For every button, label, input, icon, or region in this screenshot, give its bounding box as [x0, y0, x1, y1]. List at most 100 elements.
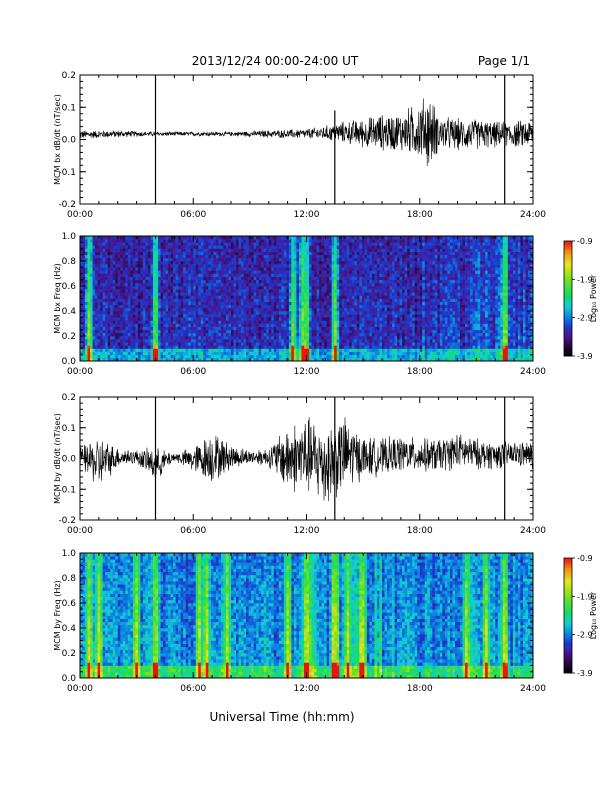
spectrogram-cell [356, 273, 360, 277]
spectrogram-cell [354, 301, 358, 306]
spectrogram-cell [296, 273, 300, 277]
spectrogram-cell [228, 339, 232, 343]
spectrogram-cell [190, 295, 194, 299]
spectrogram-cell [376, 276, 380, 281]
spectrogram-cell [238, 257, 242, 262]
spectrogram-cell [276, 336, 280, 340]
spectrogram-cell [293, 282, 297, 287]
spectrogram-cell [349, 317, 353, 321]
spectrogram-cell [366, 292, 370, 296]
spectrogram-cell [173, 354, 176, 359]
spectrogram-cell [97, 311, 101, 315]
spectrogram-cell [115, 289, 119, 293]
spectrogram-cell [364, 342, 368, 346]
spectrogram-cell [140, 323, 144, 327]
spectrogram-cell [258, 270, 262, 274]
spectrogram-cell [198, 332, 202, 337]
spectrogram-cell [225, 273, 229, 277]
spectrogram-cell [273, 270, 277, 274]
spectrogram-cell [379, 279, 383, 284]
spectrogram-cell [306, 317, 310, 321]
spectrogram-cell [303, 351, 307, 356]
spectrogram-cell [188, 323, 192, 327]
spectrogram-cell [246, 357, 249, 362]
spectrogram-cell [371, 311, 375, 315]
spectrogram-cell [147, 307, 151, 312]
spectrogram-cell [225, 276, 229, 281]
spectrogram-cell [105, 329, 108, 334]
spectrogram-cell [321, 267, 325, 271]
spectrogram-cell [178, 320, 181, 324]
spectrogram-cell [97, 239, 101, 243]
spectrogram-cell [334, 329, 337, 334]
spectrogram-cell [256, 270, 259, 274]
spectrogram-cell [225, 317, 229, 321]
spectrogram-cell [361, 264, 365, 268]
spectrogram-cell [231, 332, 234, 337]
spectrogram-cell [253, 254, 257, 259]
spectrogram-cell [351, 236, 355, 240]
spectrogram-cell [346, 261, 350, 265]
spectrogram-cell [127, 326, 131, 331]
spectrogram-cell [213, 248, 217, 252]
spectrogram-cell [80, 323, 83, 327]
spectrogram-cell [296, 336, 300, 340]
spectrogram-cell [198, 336, 202, 340]
spectrogram-cell [371, 314, 375, 318]
spectrogram-cell [361, 348, 365, 352]
spectrogram-cell [261, 301, 265, 306]
spectrogram-cell [210, 345, 214, 349]
spectrogram-cell [120, 248, 124, 252]
spectrogram-cell [208, 326, 212, 331]
spectrogram-cell [231, 342, 234, 346]
spectrogram-cell [241, 257, 244, 262]
spectrogram-cell [281, 245, 285, 249]
spectrogram-cell [210, 354, 214, 359]
spectrogram-cell [278, 292, 282, 296]
spectrogram-cell [336, 304, 340, 309]
spectrogram-cell [261, 329, 265, 334]
spectrogram-cell [200, 257, 204, 262]
spectrogram-cell [334, 298, 337, 302]
spectrogram-cell [185, 236, 189, 240]
spectrogram-cell [359, 304, 363, 309]
spectrogram-cell [140, 326, 144, 331]
spectrogram-cell [359, 329, 363, 334]
spectrogram-cell [263, 245, 267, 249]
spectrogram-cell [87, 267, 91, 271]
spectrogram-cell [193, 270, 197, 274]
spectrogram-cell [246, 307, 249, 312]
spectrogram-cell [376, 273, 380, 277]
spectrogram-cell [361, 257, 365, 262]
spectrogram-cell [319, 351, 322, 356]
spectrogram-cell [258, 314, 262, 318]
spectrogram-cell [314, 257, 317, 262]
spectrogram-cell [200, 307, 204, 312]
spectrogram-cell [105, 301, 108, 306]
spectrogram-cell [319, 245, 322, 249]
spectrogram-cell [286, 351, 290, 356]
spectrogram-cell [95, 304, 98, 309]
spectrogram-cell [261, 295, 265, 299]
spectrogram-cell [251, 329, 254, 334]
spectrogram-cell [180, 320, 184, 324]
spectrogram-cell [110, 251, 114, 256]
spectrogram-cell [344, 311, 348, 315]
spectrogram-cell [137, 336, 141, 340]
spectrogram-cell [306, 254, 310, 259]
spectrogram-cell [316, 311, 320, 315]
spectrogram-cell [142, 251, 146, 256]
spectrogram-cell [311, 311, 315, 315]
spectrogram-cell [170, 264, 174, 268]
spectrogram-cell [100, 245, 103, 249]
spectrogram-cell [215, 354, 219, 359]
spectrogram-cell [122, 336, 126, 340]
spectrogram-cell [331, 254, 335, 259]
spectrogram-cell [195, 282, 199, 287]
spectrogram-cell [170, 276, 174, 281]
spectrogram-cell [246, 339, 249, 343]
spectrogram-cell [356, 332, 360, 337]
spectrogram-cell [122, 307, 126, 312]
spectrogram-cell [316, 304, 320, 309]
spectrogram-cell [246, 273, 249, 277]
